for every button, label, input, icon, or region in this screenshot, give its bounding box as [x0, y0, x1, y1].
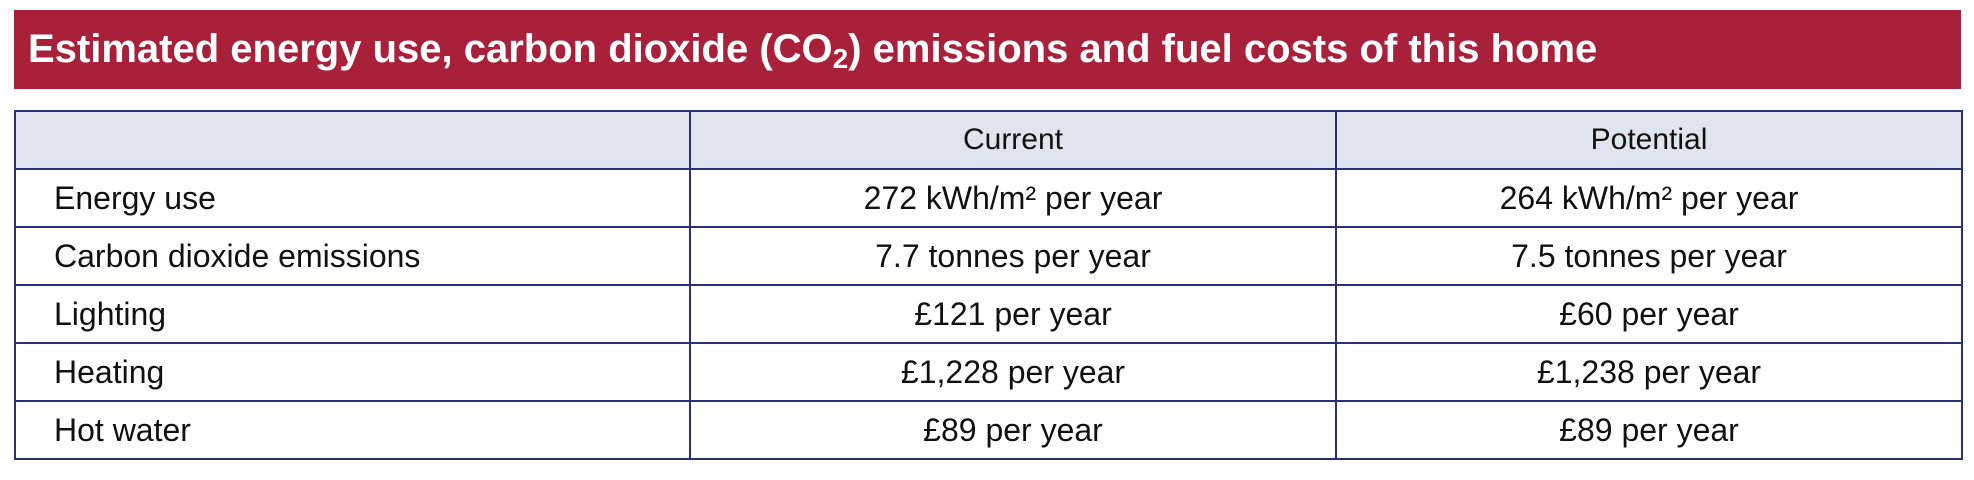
potential-value: £60 per year [1335, 284, 1963, 344]
potential-value: £1,238 per year [1335, 342, 1963, 402]
section-title: Estimated energy use, carbon dioxide (CO… [14, 10, 1961, 89]
potential-value: 264 kWh/m² per year [1335, 168, 1963, 228]
row-label: Energy use [14, 168, 691, 228]
table-row-lighting: Lighting £121 per year £60 per year [14, 284, 1963, 344]
energy-costs-table: Current Potential Energy use 272 kWh/m² … [14, 110, 1963, 460]
current-value: 272 kWh/m² per year [689, 168, 1337, 228]
row-label: Heating [14, 342, 691, 402]
table-row-hot-water: Hot water £89 per year £89 per year [14, 400, 1963, 460]
current-value: £89 per year [689, 400, 1337, 460]
row-label: Hot water [14, 400, 691, 460]
table-row-heating: Heating £1,228 per year £1,238 per year [14, 342, 1963, 402]
table-row-co2-emissions: Carbon dioxide emissions 7.7 tonnes per … [14, 226, 1963, 286]
current-value: £1,228 per year [689, 342, 1337, 402]
potential-value: 7.5 tonnes per year [1335, 226, 1963, 286]
table-header-row: Current Potential [14, 110, 1963, 170]
row-label: Carbon dioxide emissions [14, 226, 691, 286]
header-blank [14, 110, 691, 170]
header-current: Current [689, 110, 1337, 170]
title-text-suffix: ) emissions and fuel costs of this home [848, 27, 1598, 71]
row-label: Lighting [14, 284, 691, 344]
current-value: £121 per year [689, 284, 1337, 344]
title-subscript: 2 [832, 43, 849, 74]
header-potential: Potential [1335, 110, 1963, 170]
current-value: 7.7 tonnes per year [689, 226, 1337, 286]
table-row-energy-use: Energy use 272 kWh/m² per year 264 kWh/m… [14, 168, 1963, 228]
potential-value: £89 per year [1335, 400, 1963, 460]
title-text-prefix: Estimated energy use, carbon dioxide (CO [28, 27, 833, 71]
